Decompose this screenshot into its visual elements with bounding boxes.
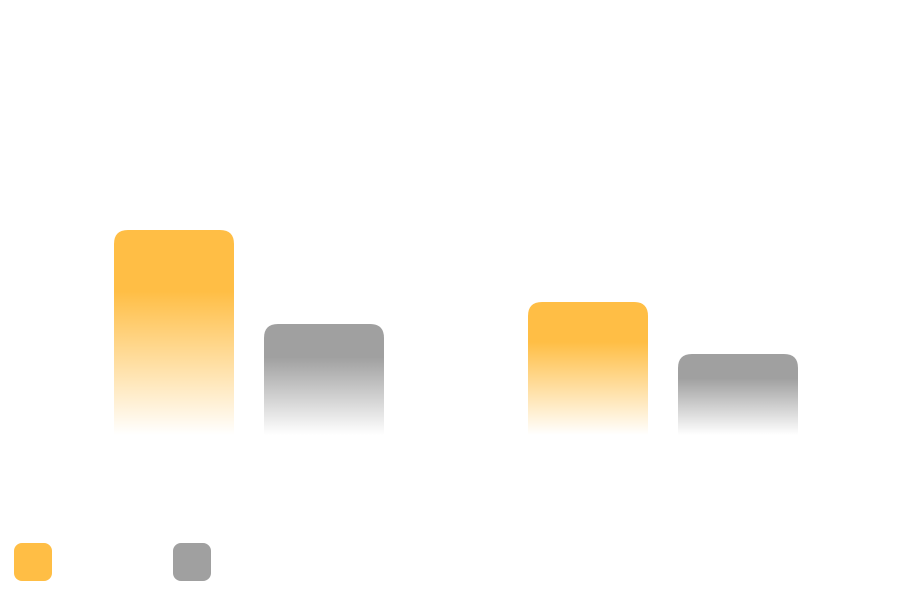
legend — [14, 543, 332, 581]
legend-swatch — [14, 543, 52, 581]
bar-series-1-group-2 — [528, 302, 648, 435]
legend-swatch — [173, 543, 211, 581]
legend-item-series-2[interactable] — [173, 543, 332, 581]
legend-item-series-1[interactable] — [14, 543, 173, 581]
bar-series-2-group-2 — [678, 354, 798, 435]
bars-layer — [114, 230, 798, 435]
bar-series-2-group-1 — [264, 324, 384, 435]
bar-series-1-group-1 — [114, 230, 234, 435]
